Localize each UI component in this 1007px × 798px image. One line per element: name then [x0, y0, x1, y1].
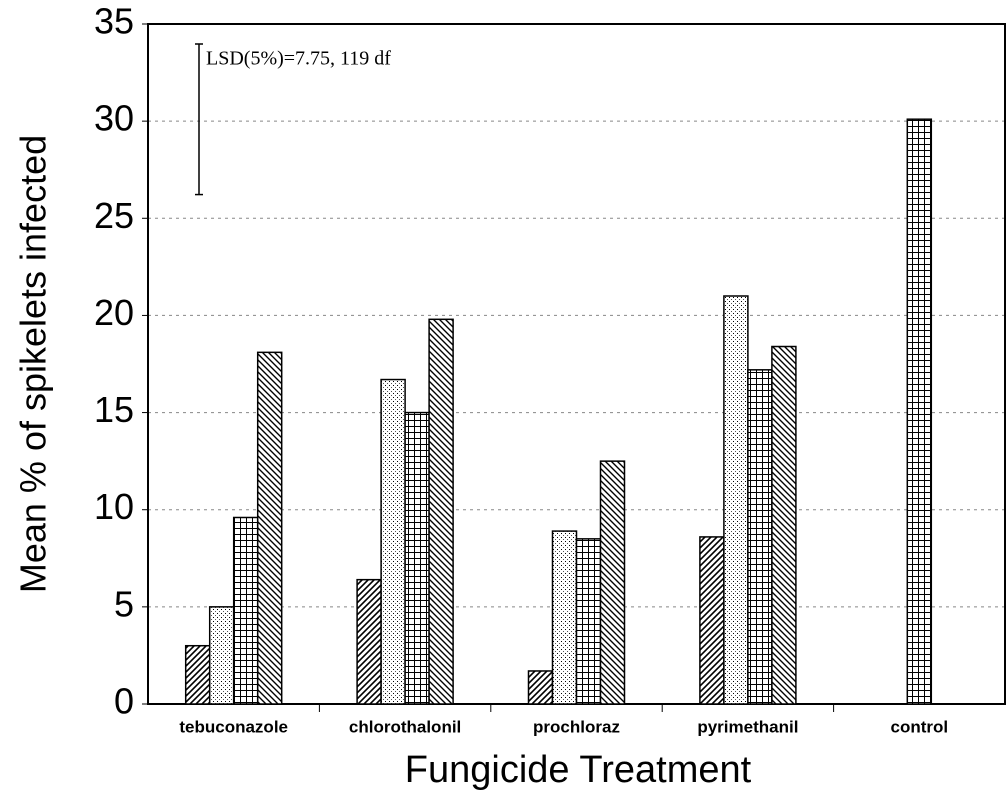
bar: [184, 644, 211, 705]
x-tick-label: control: [890, 717, 948, 736]
y-tick-label: 0: [114, 681, 134, 722]
bar: [256, 351, 283, 705]
bar: [723, 295, 749, 705]
y-tick-label: 30: [94, 98, 134, 139]
x-tick-label: pyrimethanil: [697, 717, 798, 736]
bar: [428, 318, 454, 705]
bar: [527, 670, 554, 705]
bar: [551, 530, 578, 705]
bar: [208, 606, 235, 705]
bar: [699, 536, 725, 705]
x-axis-label: Fungicide Treatment: [405, 749, 752, 791]
bar: [380, 378, 406, 705]
bar: [747, 369, 773, 705]
annotation: LSD(5%)=7.75, 119 df: [206, 48, 391, 70]
y-tick-label: 15: [94, 389, 134, 430]
bar: [232, 516, 259, 705]
y-tick-label: 25: [94, 195, 134, 236]
y-tick-label: 35: [94, 1, 134, 42]
x-tick-label: prochloraz: [533, 717, 620, 736]
bar: [404, 411, 430, 705]
y-axis-label: Mean % of spikelets infected: [13, 135, 54, 593]
y-tick-label: 5: [114, 583, 134, 624]
bar: [599, 460, 626, 705]
y-tick-label: 20: [94, 292, 134, 333]
bar: [771, 345, 797, 705]
bar: [356, 578, 382, 705]
bar: [906, 118, 933, 705]
x-tick-label: tebuconazole: [179, 717, 288, 736]
bar: [575, 538, 602, 705]
x-tick-label: chlorothalonil: [349, 717, 461, 736]
y-tick-label: 10: [94, 486, 134, 527]
